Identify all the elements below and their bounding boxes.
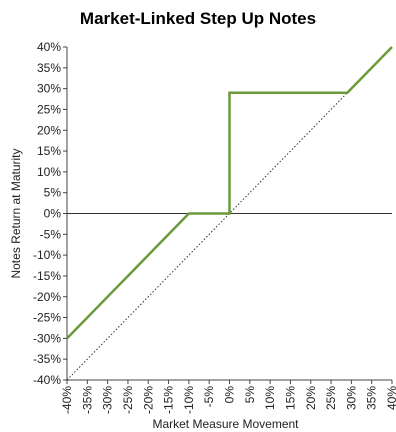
- y-tick-label: 25%: [37, 102, 61, 116]
- y-tick-label: -30%: [33, 331, 61, 345]
- notes-return-line: [66, 46, 393, 340]
- y-tick-label: 15%: [37, 144, 61, 158]
- x-tick-label: -25%: [121, 386, 135, 414]
- x-tick-label: 25%: [324, 386, 338, 410]
- x-tick-label: -30%: [101, 386, 115, 414]
- y-tick-label: 0%: [44, 207, 62, 221]
- x-tick-label: -20%: [141, 386, 155, 414]
- x-tick-label: -5%: [202, 386, 216, 408]
- x-tick-label: 40%: [385, 386, 396, 410]
- y-tick-label: 30%: [37, 82, 61, 96]
- y-tick-label: -10%: [33, 248, 61, 262]
- series-group: [66, 46, 393, 381]
- y-tick-label: -5%: [40, 227, 62, 241]
- x-tick-label: 15%: [283, 386, 297, 410]
- y-tick-label: -35%: [33, 352, 61, 366]
- x-tick-label: 30%: [344, 386, 358, 410]
- y-tick-label: 10%: [37, 165, 61, 179]
- x-tick-label: -40%: [60, 386, 74, 414]
- y-tick-label: 20%: [37, 123, 61, 137]
- x-tick-label: 20%: [304, 386, 318, 410]
- y-axis-ticks: 40% 35% 30% 25% 20% 15% 10% 5% 0% -5% -10% -15% -20%…: [33, 40, 67, 387]
- x-tick-label: 0%: [223, 386, 237, 404]
- x-tick-label: -35%: [80, 386, 94, 414]
- y-tick-label: -25%: [33, 311, 61, 325]
- x-tick-label: 10%: [263, 386, 277, 410]
- x-axis-label: Market Measure Movement: [152, 417, 299, 431]
- reference-line: [66, 46, 393, 381]
- x-tick-label: 5%: [243, 386, 257, 404]
- x-tick-label: -10%: [182, 386, 196, 414]
- y-tick-label: 40%: [37, 40, 61, 54]
- y-tick-label: 35%: [37, 61, 61, 75]
- x-axis-ticks: -40% -35% -30% -25% -20% -15% -10% -5% 0% 5% 10% 15…: [60, 380, 396, 414]
- y-tick-label: -15%: [33, 269, 61, 283]
- chart-title: Market-Linked Step Up Notes: [79, 9, 317, 28]
- y-tick-label: -20%: [33, 290, 61, 304]
- y-tick-label: 5%: [44, 186, 62, 200]
- x-tick-label: 35%: [365, 386, 379, 410]
- y-tick-label: -40%: [33, 373, 61, 387]
- y-axis-label: Notes Return at Maturity: [9, 148, 23, 278]
- x-tick-label: -15%: [162, 386, 176, 414]
